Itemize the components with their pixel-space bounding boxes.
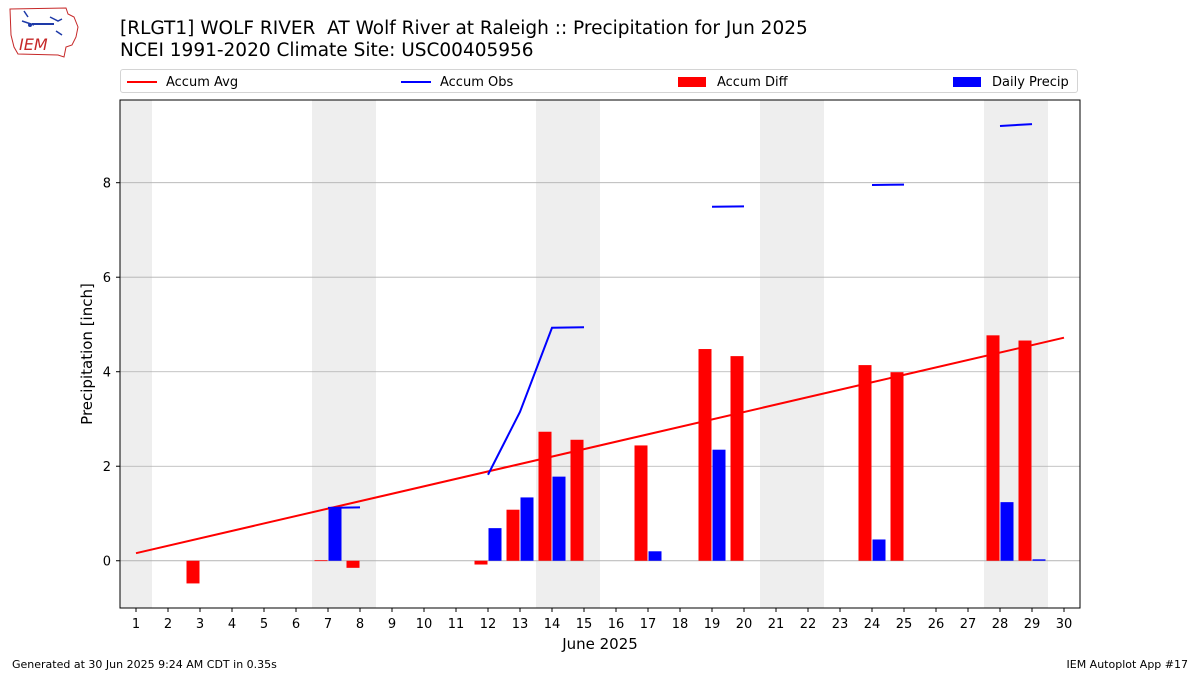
accum-diff-bar-day-28	[986, 335, 1000, 561]
x-tick-label-6: 6	[292, 617, 300, 632]
y-tick-label-6: 6	[103, 271, 111, 286]
legend-swatch-accum-obs	[401, 81, 431, 83]
x-tick-label-20: 20	[736, 617, 753, 632]
accum-diff-bar-day-7	[314, 560, 328, 562]
y-tick-label-0: 0	[103, 555, 111, 570]
y-axis-ticks: 0 2 4 6 8	[103, 177, 120, 570]
x-tick-label-11: 11	[448, 617, 465, 632]
x-tick-label-8: 8	[356, 617, 364, 632]
weekend-band-1	[120, 100, 152, 608]
accum-diff-bar-day-15	[570, 439, 584, 561]
legend-item-accum-obs: Accum Obs	[401, 70, 513, 94]
legend-label-accum-diff: Accum Diff	[717, 74, 788, 90]
legend-label-accum-obs: Accum Obs	[440, 74, 514, 90]
x-axis-label: June 2025	[561, 635, 638, 653]
x-tick-label-13: 13	[512, 617, 529, 632]
accum-obs-segment-2	[487, 326, 585, 476]
chart-title: [RLGT1] WOLF RIVER AT Wolf River at Rale…	[120, 18, 808, 39]
legend-swatch-accum-avg	[127, 81, 157, 83]
x-tick-label-4: 4	[228, 617, 236, 632]
daily-precip-bar-day-19	[712, 449, 726, 561]
x-tick-label-12: 12	[480, 617, 497, 632]
daily-precip-bar-day-12	[488, 528, 502, 561]
x-tick-label-26: 26	[928, 617, 945, 632]
x-tick-label-14: 14	[544, 617, 561, 632]
x-tick-label-18: 18	[672, 617, 689, 632]
legend-item-daily-precip: Daily Precip	[953, 70, 1069, 94]
accum-diff-bar-day-19	[698, 349, 712, 561]
x-tick-label-16: 16	[608, 617, 625, 632]
x-tick-label-28: 28	[992, 617, 1009, 632]
x-tick-label-23: 23	[832, 617, 849, 632]
x-tick-label-21: 21	[768, 617, 785, 632]
x-tick-label-27: 27	[960, 617, 977, 632]
x-tick-label-9: 9	[388, 617, 396, 632]
accum-diff-bars	[186, 335, 1032, 584]
accum-diff-bar-day-20	[730, 356, 744, 561]
x-tick-label-17: 17	[640, 617, 657, 632]
accum-diff-bar-day-14	[538, 431, 552, 561]
accum-diff-bar-day-24	[858, 365, 872, 561]
accum-diff-bar-day-3	[186, 560, 200, 584]
daily-precip-bar-day-29	[1032, 559, 1046, 561]
daily-precip-bar-day-14	[552, 476, 566, 561]
accum-diff-bar-day-25	[890, 372, 904, 561]
daily-precip-bar-day-7	[328, 507, 342, 561]
legend-item-accum-diff: Accum Diff	[678, 70, 788, 94]
daily-precip-bar-day-28	[1000, 502, 1014, 561]
daily-precip-bar-day-17	[648, 551, 662, 561]
accum-obs-segment-5	[999, 123, 1033, 127]
accum-diff-bar-day-13	[506, 509, 520, 561]
legend-item-accum-avg: Accum Avg	[127, 70, 238, 94]
legend-label-accum-avg: Accum Avg	[166, 74, 239, 90]
x-tick-label-19: 19	[704, 617, 721, 632]
x-tick-label-3: 3	[196, 617, 204, 632]
x-tick-label-10: 10	[416, 617, 433, 632]
x-tick-label-1: 1	[132, 617, 140, 632]
accum-diff-bar-day-8	[346, 560, 360, 568]
accum-diff-bar-day-29	[1018, 340, 1032, 561]
daily-precip-bar-day-24	[872, 539, 886, 561]
accum-obs-line	[327, 123, 1033, 509]
x-tick-label-22: 22	[800, 617, 817, 632]
x-tick-label-29: 29	[1024, 617, 1041, 632]
weekend-band-4	[760, 100, 824, 608]
daily-precip-bars	[328, 449, 1046, 561]
y-tick-label-8: 8	[103, 177, 111, 192]
footer-generated: Generated at 30 Jun 2025 9:24 AM CDT in …	[12, 658, 277, 671]
x-tick-label-25: 25	[896, 617, 913, 632]
accum-avg-line	[135, 336, 1065, 555]
y-tick-label-2: 2	[103, 460, 111, 475]
x-tick-label-5: 5	[260, 617, 268, 632]
weekend-band-2	[312, 100, 376, 608]
x-tick-label-2: 2	[164, 617, 172, 632]
logo-text: IEM	[19, 35, 48, 54]
x-tick-label-15: 15	[576, 617, 593, 632]
chart-subtitle: NCEI 1991-2020 Climate Site: USC00405956	[120, 40, 534, 61]
x-tick-label-7: 7	[324, 617, 332, 632]
footer-app: IEM Autoplot App #17	[1066, 658, 1189, 671]
daily-precip-bar-day-13	[520, 497, 534, 561]
y-axis-label: Precipitation [inch]	[78, 283, 96, 425]
x-tick-label-24: 24	[864, 617, 881, 632]
legend: Accum Avg Accum Obs Accum Diff Daily Pre…	[120, 69, 1078, 93]
legend-label-daily-precip: Daily Precip	[992, 74, 1069, 90]
accum-avg-line-path	[135, 336, 1065, 555]
x-tick-label-30: 30	[1056, 617, 1073, 632]
weekend-shading	[120, 100, 1048, 608]
y-tick-label-4: 4	[103, 366, 111, 381]
iem-logo: IEM	[6, 5, 82, 60]
x-axis-ticks: 1 2 3 4 5 6 7 8 9 10 11 12 13 14 15 16 17 18 19 20 21 22 23 24 2…	[132, 608, 1072, 632]
legend-swatch-daily-precip	[953, 77, 981, 87]
accum-diff-bar-day-17	[634, 445, 648, 561]
accum-diff-bar-day-12	[474, 560, 488, 565]
legend-swatch-accum-diff	[678, 77, 706, 87]
plot-frame	[119, 99, 1081, 609]
